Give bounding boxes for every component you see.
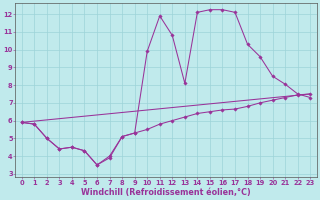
X-axis label: Windchill (Refroidissement éolien,°C): Windchill (Refroidissement éolien,°C) [81,188,251,197]
